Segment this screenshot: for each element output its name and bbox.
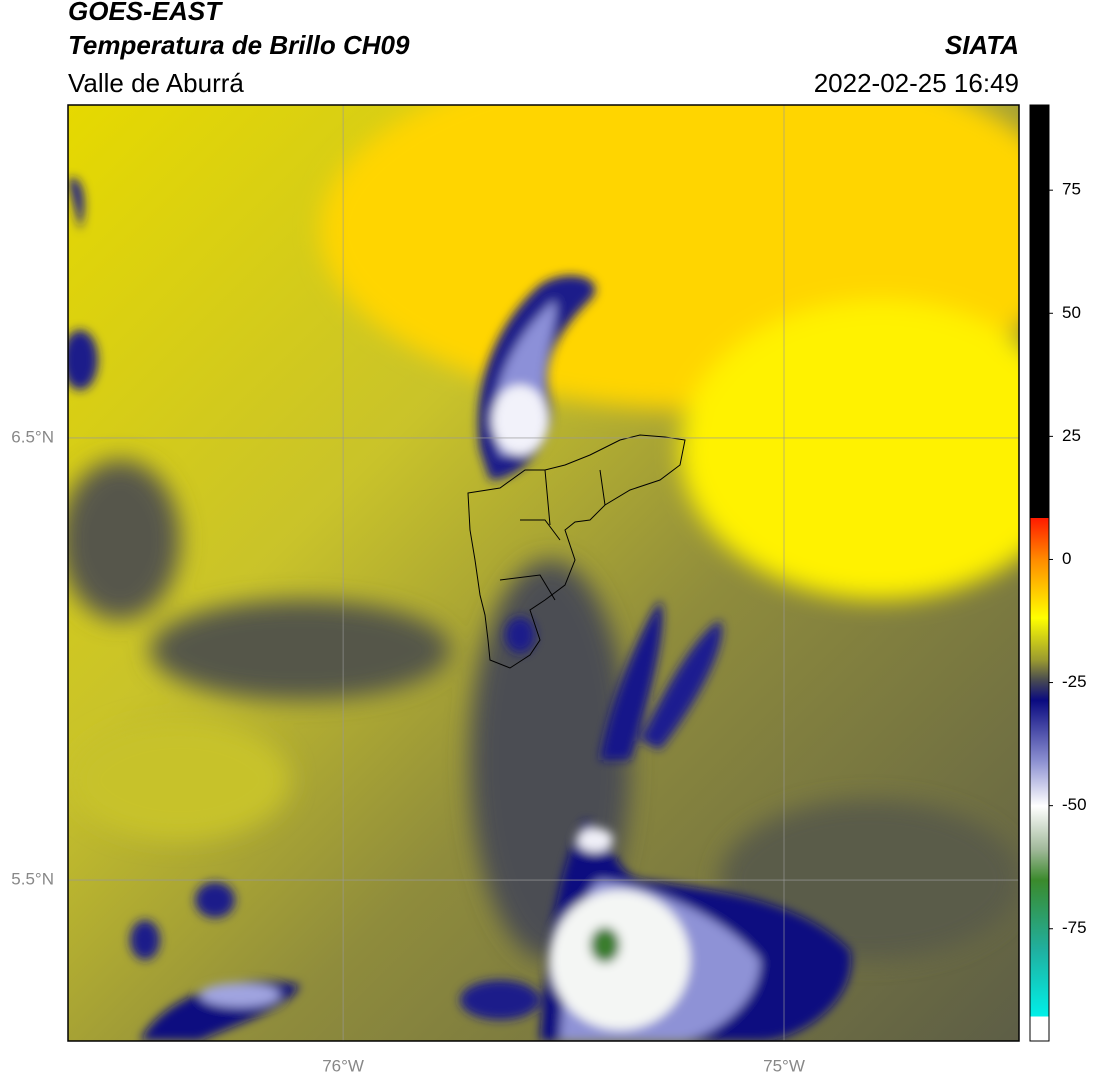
lat-label: 6.5°N xyxy=(11,427,54,446)
subtitle: Temperatura de Brillo CH09 xyxy=(68,30,410,60)
municipal-boundaries xyxy=(467,434,686,669)
datetime: 2022-02-25 16:49 xyxy=(814,68,1019,98)
lon-label: 76°W xyxy=(322,1056,364,1075)
lat-label: 5.5°N xyxy=(11,870,54,889)
title: GOES-EAST xyxy=(68,0,223,26)
satellite-image xyxy=(68,105,1019,1041)
colorbar xyxy=(1029,104,1050,1042)
lon-label: 75°W xyxy=(763,1056,805,1075)
colorbar-tick-label: 0 xyxy=(1062,549,1071,568)
colorbar-tick-label: -50 xyxy=(1062,795,1087,814)
region: Valle de Aburrá xyxy=(68,68,244,98)
colorbar-tick-label: -75 xyxy=(1062,918,1087,937)
colorbar-tick-label: -25 xyxy=(1062,672,1087,691)
colorbar-tick-label: 75 xyxy=(1062,180,1081,199)
map-frame xyxy=(67,104,1020,1042)
colorbar-tick-label: 50 xyxy=(1062,303,1081,322)
colorbar-tick-label: 25 xyxy=(1062,426,1081,445)
source: SIATA xyxy=(945,30,1019,60)
